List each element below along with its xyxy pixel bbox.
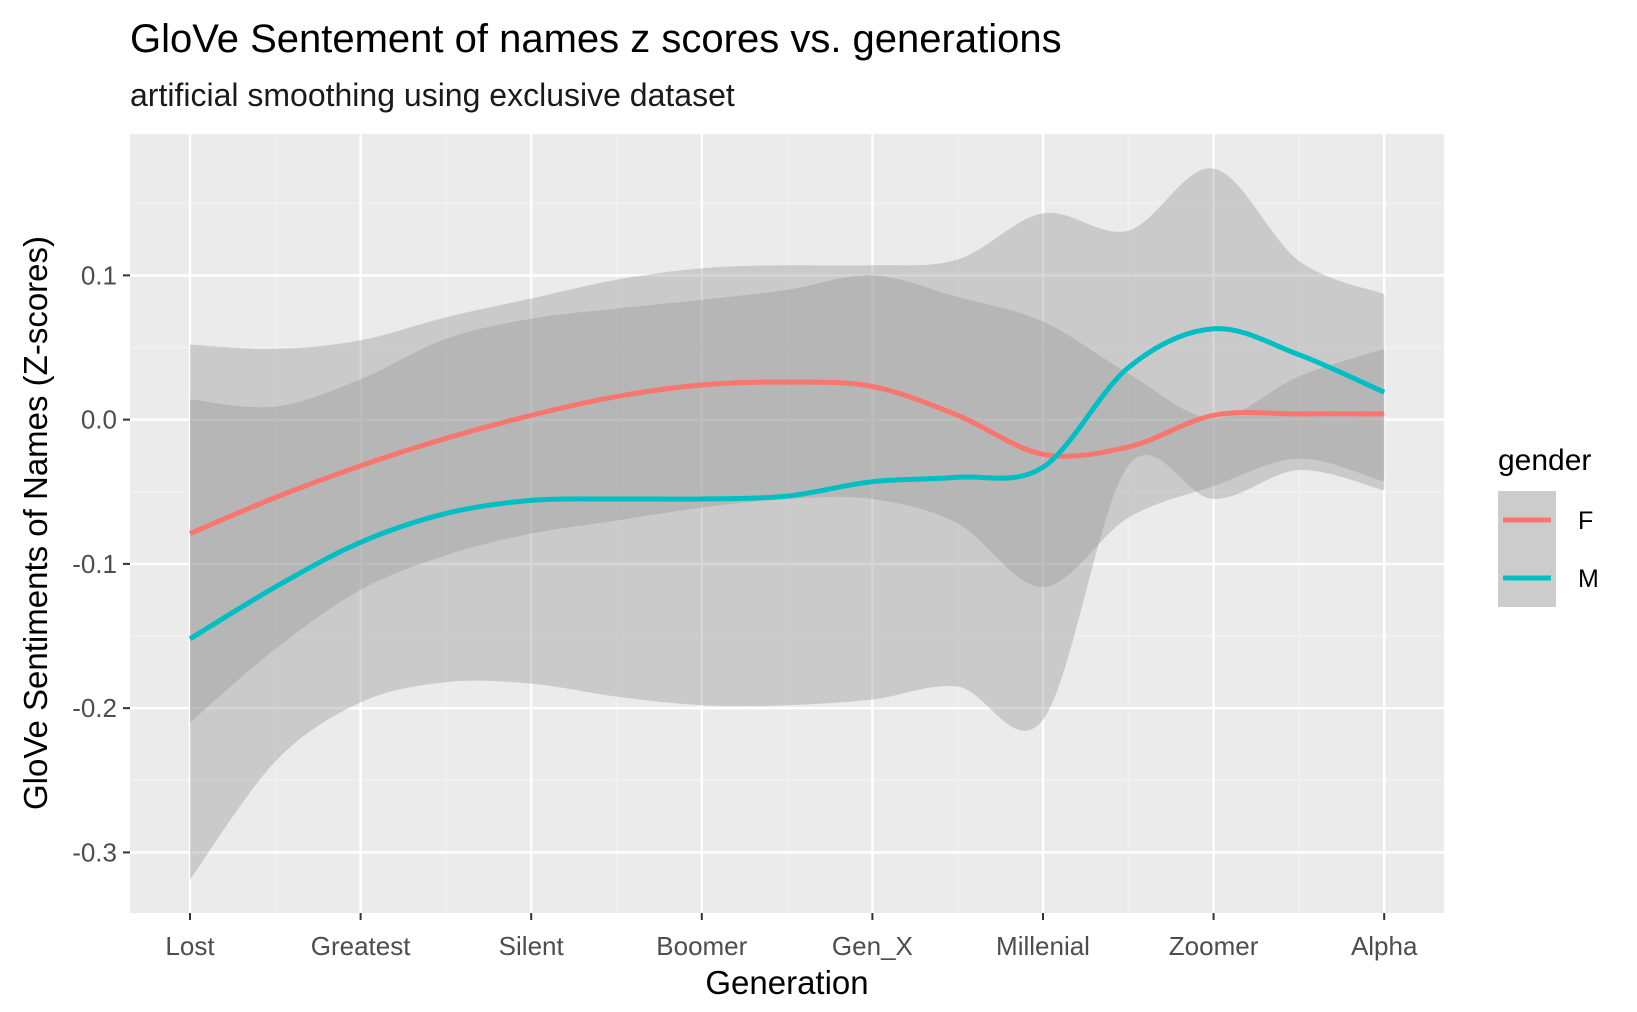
- y-tick-label: -0.1: [72, 549, 117, 579]
- x-tick-label: Millenial: [996, 931, 1090, 961]
- chart-title: GloVe Sentement of names z scores vs. ge…: [130, 17, 1062, 61]
- x-axis-title: Generation: [705, 964, 868, 1001]
- x-axis: Lost Greatest Silent Boomer Gen_X Millenial Zo…: [165, 913, 1418, 961]
- legend-label-f: F: [1578, 507, 1593, 535]
- legend-title: gender: [1498, 444, 1591, 477]
- ribbon-f: [190, 168, 1385, 723]
- legend-label-m: M: [1578, 565, 1599, 593]
- line-f: [189, 379, 1385, 536]
- y-axis: -0.3 -0.2 -0.1 0.0 0.1: [72, 260, 130, 867]
- line-m: [188, 326, 1386, 642]
- x-tick-label: Boomer: [656, 931, 747, 961]
- x-tick-label: Gen_X: [832, 931, 913, 961]
- y-axis-title: GloVe Sentiments of Names (Z-scores): [17, 236, 54, 810]
- x-tick-label: Zoomer: [1169, 931, 1259, 961]
- x-tick-label: Silent: [499, 931, 565, 961]
- series-lines: [188, 326, 1386, 642]
- y-tick-label: 0.1: [81, 260, 117, 290]
- chart-subtitle: artificial smoothing using exclusive dat…: [130, 77, 735, 113]
- y-tick-label: -0.3: [72, 837, 117, 867]
- x-tick-label: Alpha: [1351, 931, 1418, 961]
- grid-major: [130, 134, 1444, 913]
- x-tick-label: Lost: [165, 931, 215, 961]
- grid-minor: [130, 134, 1444, 913]
- legend: gender F M: [1498, 444, 1599, 607]
- x-tick-label: Greatest: [311, 931, 411, 961]
- y-tick-label: -0.2: [72, 693, 117, 723]
- y-tick-label: 0.0: [81, 405, 117, 435]
